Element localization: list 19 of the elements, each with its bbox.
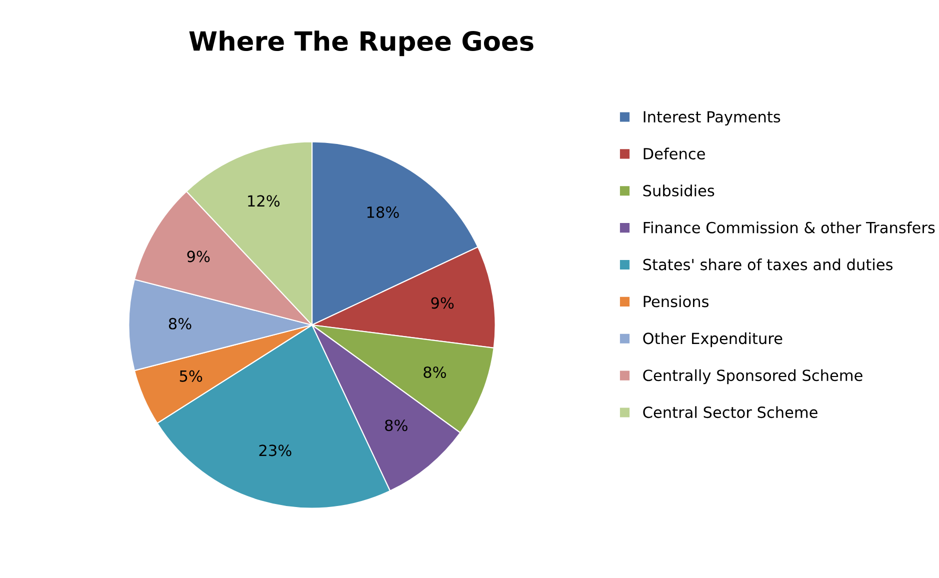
legend-label: Central Sector Scheme [643, 406, 818, 418]
data-label: 12% [248, 195, 280, 207]
data-label: 8% [385, 420, 408, 432]
legend-label: Subsidies [643, 184, 714, 196]
data-label: 8% [424, 366, 446, 378]
data-label: 23% [259, 444, 292, 456]
legend-label: Interest Payments [644, 111, 780, 126]
data-label: 9% [187, 250, 210, 262]
chart-title: Where The Rupee Goes [189, 30, 534, 56]
data-label: 18% [367, 206, 399, 218]
legend-label: Other Expenditure [643, 332, 782, 348]
legend-label: Centrally Sponsored Scheme [643, 369, 862, 384]
legend-label: States' share of taxes and duties [643, 258, 893, 270]
legend-label: Finance Commission & other Transfers [644, 222, 935, 234]
data-label: 9% [431, 297, 454, 309]
legend-label: Pensions [644, 295, 709, 308]
legend-label: Defence [644, 148, 705, 160]
data-label: 5% [180, 370, 202, 382]
data-label: 8% [168, 318, 192, 330]
